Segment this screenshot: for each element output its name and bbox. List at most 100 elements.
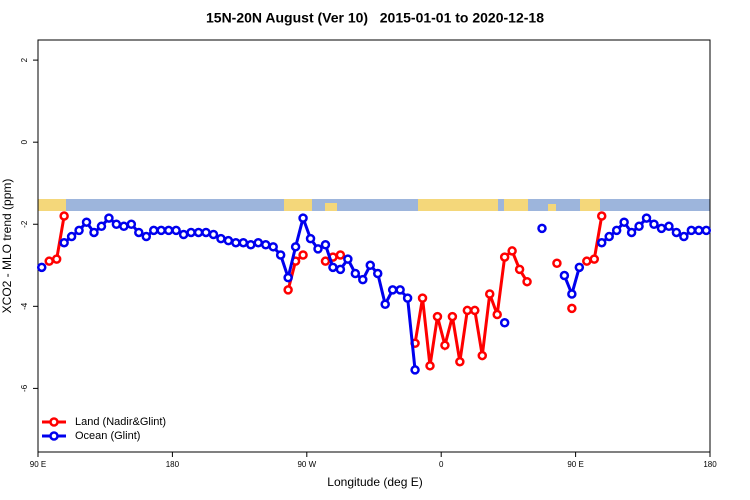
data-point	[387, 285, 398, 295]
data-point	[686, 225, 697, 236]
data-point	[611, 225, 622, 236]
data-point	[537, 223, 547, 234]
data-point	[447, 311, 458, 322]
data-point	[163, 225, 174, 236]
data-point	[268, 242, 278, 252]
data-point	[634, 221, 644, 232]
data-point	[499, 317, 510, 328]
data-point	[216, 233, 226, 244]
data-point	[701, 225, 712, 236]
data-point	[51, 254, 62, 264]
y-tick-label: -6	[20, 384, 29, 392]
y-tick-label: 0	[20, 139, 29, 144]
legend-marker	[49, 431, 59, 441]
data-point	[380, 299, 390, 310]
data-point	[171, 225, 181, 236]
y-tick-label: -4	[20, 302, 29, 310]
data-point	[432, 311, 443, 322]
data-point	[320, 256, 331, 266]
data-point	[365, 260, 376, 271]
data-point	[350, 268, 361, 279]
data-point	[552, 258, 562, 268]
data-point	[514, 264, 525, 275]
data-point	[134, 227, 144, 238]
y-axis-label: XCO2 - MLO trend (ppm)	[0, 179, 14, 314]
data-point	[417, 293, 428, 303]
data-point	[186, 227, 196, 238]
legend-label: Land (Nadir&Glint)	[75, 416, 166, 428]
series-line	[48, 215, 604, 367]
data-point	[81, 217, 92, 227]
x-tick-label: 180	[703, 460, 717, 469]
data-point	[656, 223, 667, 234]
data-point	[574, 262, 585, 273]
data-point	[59, 211, 69, 221]
data-point	[223, 235, 234, 246]
data-point	[671, 227, 682, 238]
data-point	[679, 231, 689, 242]
data-point	[246, 240, 256, 250]
data-point	[507, 246, 517, 256]
data-point	[596, 237, 607, 248]
data-point	[335, 250, 346, 260]
legend-label: Ocean (Glint)	[75, 430, 140, 442]
data-point	[343, 254, 353, 264]
data-point	[126, 219, 137, 230]
legend-marker	[49, 417, 59, 427]
data-point	[358, 274, 368, 285]
data-point	[649, 219, 659, 230]
data-point	[582, 256, 592, 266]
data-point	[74, 225, 84, 236]
data-point	[559, 270, 570, 281]
data-point	[395, 285, 405, 295]
data-point	[567, 303, 577, 314]
data-point	[425, 361, 435, 371]
data-point	[290, 242, 301, 252]
data-point	[96, 221, 107, 232]
data-point	[253, 237, 264, 248]
data-point	[119, 221, 129, 232]
data-point	[238, 237, 249, 248]
x-axis-label: Longitude (deg E)	[327, 475, 422, 489]
data-point	[156, 225, 166, 236]
x-tick-label: 90 E	[30, 460, 46, 469]
data-point	[694, 225, 704, 236]
x-tick-label: 0	[439, 460, 444, 469]
land-mask-strip	[38, 199, 710, 211]
data-point	[283, 272, 293, 283]
data-point	[44, 256, 54, 266]
data-point	[141, 231, 152, 242]
data-point	[305, 233, 316, 244]
data-point	[260, 240, 271, 250]
data-point	[298, 213, 308, 223]
data-point	[313, 244, 323, 254]
chart-title: 15N-20N August (Ver 10) 2015-01-01 to 20…	[206, 10, 544, 26]
data-point	[499, 252, 510, 262]
data-point	[462, 305, 473, 316]
data-point	[208, 229, 219, 240]
data-point	[402, 293, 413, 303]
plot-frame	[37, 39, 711, 453]
data-point	[372, 268, 383, 279]
data-point	[589, 254, 600, 264]
y-tick-label: 2	[20, 57, 29, 62]
data-point	[484, 289, 495, 299]
data-point	[567, 289, 577, 299]
data-point	[59, 237, 69, 248]
data-point	[275, 250, 286, 260]
data-point	[298, 250, 308, 260]
data-point	[89, 227, 99, 238]
data-point	[596, 211, 607, 221]
data-point	[641, 213, 652, 223]
y-tick-label: -2	[20, 220, 29, 228]
data-point	[148, 225, 159, 236]
data-point	[320, 240, 331, 250]
data-point	[470, 305, 480, 316]
data-point	[335, 264, 346, 275]
data-point	[111, 219, 122, 230]
x-tick-label: 180	[166, 460, 180, 469]
data-point	[328, 262, 338, 273]
data-point	[104, 213, 114, 223]
data-point	[492, 309, 502, 320]
